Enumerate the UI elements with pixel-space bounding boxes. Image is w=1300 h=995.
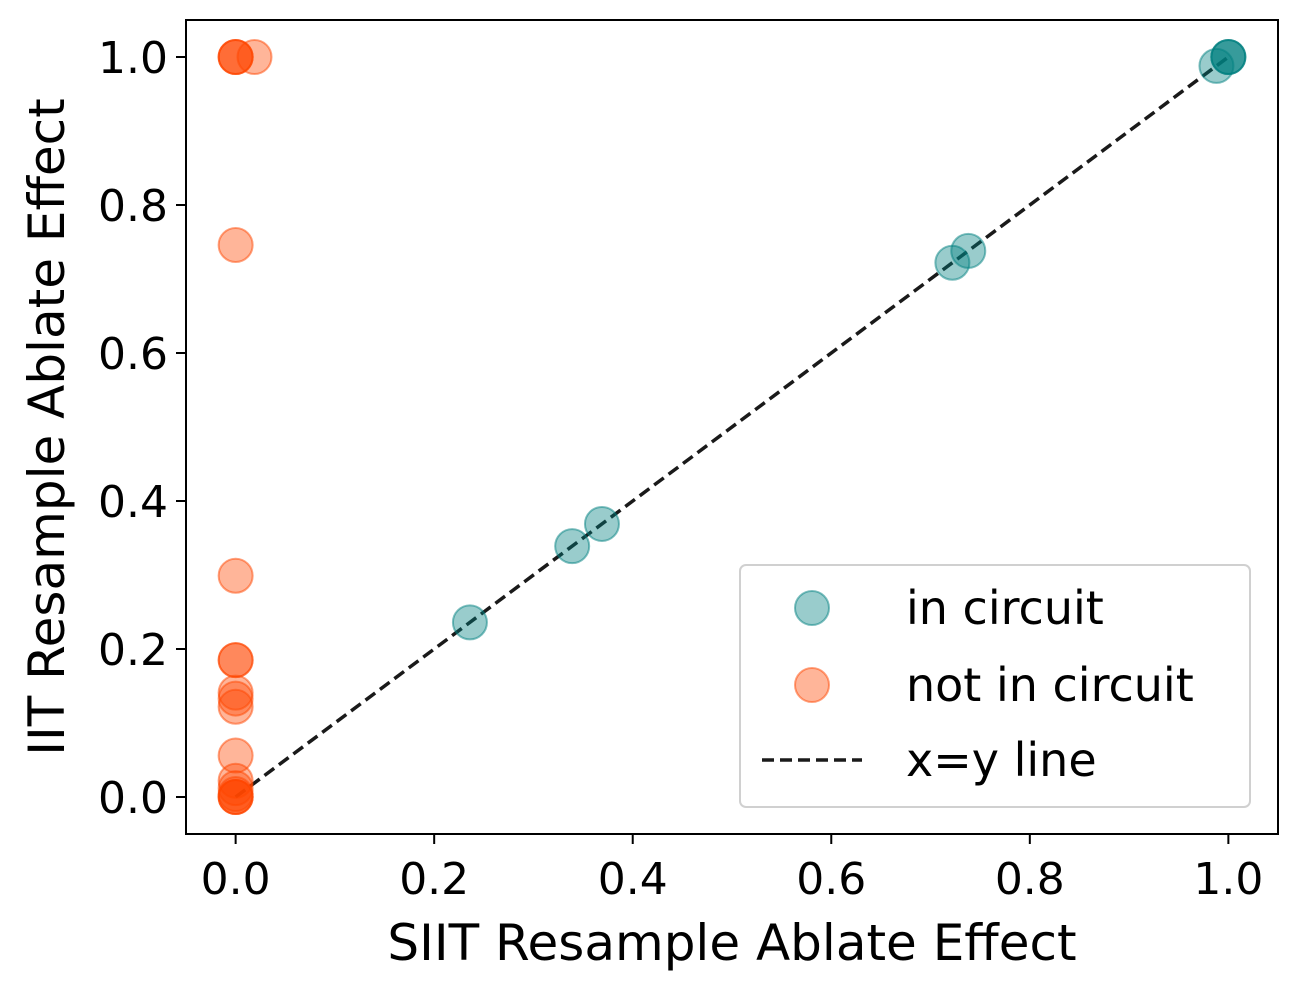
points-layer	[217, 39, 1247, 815]
y-axis-ticks: 0.0 0.2 0.4 0.6 0.8 1.0	[98, 33, 186, 824]
legend-marker-in-circuit	[794, 590, 830, 626]
point-not-in-circuit-5	[217, 557, 254, 594]
point-in-circuit-2	[583, 505, 620, 542]
legend-label-in-circuit: in circuit	[906, 581, 1104, 635]
point-not-in-circuit-4	[217, 226, 254, 263]
point-in-circuit-1	[554, 528, 591, 565]
legend-marker-not-in-circuit	[794, 667, 830, 703]
x-tick-label: 0.8	[995, 854, 1065, 905]
x-axis-ticks: 0.0 0.2 0.4 0.6 0.8 1.0	[201, 834, 1263, 905]
y-tick-label: 0.0	[98, 773, 168, 824]
x-tick-label: 1.0	[1193, 854, 1263, 905]
x-axis-label: SIIT Resample Ablate Effect	[387, 914, 1076, 972]
reference-line-layer	[234, 55, 1230, 799]
x-tick-label: 0.2	[399, 854, 469, 905]
legend-label-x-equals-y-line: x=y line	[906, 733, 1097, 787]
y-tick-label: 0.4	[98, 477, 168, 528]
x-tick-label: 0.4	[598, 854, 668, 905]
x-tick-label: 0.6	[796, 854, 866, 905]
point-in-circuit-8	[1210, 39, 1247, 75]
legend: in circuit not in circuit x=y line	[739, 564, 1251, 808]
y-tick-label: 0.2	[98, 625, 168, 676]
x-equals-y-line	[234, 55, 1230, 799]
y-tick-label: 1.0	[98, 33, 168, 84]
point-in-circuit-4	[950, 232, 987, 269]
y-tick-label: 0.8	[98, 181, 168, 232]
point-not-in-circuit-10	[217, 688, 254, 725]
point-not-in-circuit-3	[236, 39, 273, 75]
point-not-in-circuit-2	[217, 39, 254, 75]
x-tick-label: 0.0	[201, 854, 271, 905]
point-not-in-circuit-11	[217, 737, 254, 774]
plot-frame	[185, 19, 1279, 835]
y-axis-label: IIT Resample Ablate Effect	[18, 98, 76, 756]
point-not-in-circuit-9	[217, 680, 254, 717]
legend-box	[739, 564, 1251, 808]
legend-label-not-in-circuit: not in circuit	[906, 658, 1194, 712]
point-in-circuit-0	[451, 604, 488, 641]
y-tick-label: 0.6	[98, 329, 168, 380]
point-not-in-circuit-7	[217, 642, 254, 679]
point-not-in-circuit-17	[217, 779, 254, 815]
